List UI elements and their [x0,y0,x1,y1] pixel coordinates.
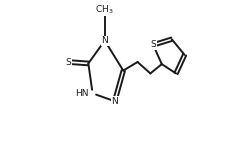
Text: S: S [65,57,71,67]
Text: N: N [101,36,108,45]
Text: N: N [111,97,118,106]
Text: S: S [150,40,156,49]
Text: HN: HN [75,89,88,98]
Text: CH$_3$: CH$_3$ [95,3,114,16]
